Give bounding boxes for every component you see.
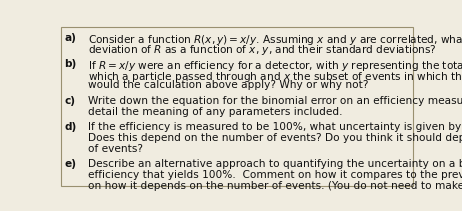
Text: If $R = x/y$ were an efficiency for a detector, with $y$ representing the total : If $R = x/y$ were an efficiency for a de… [88, 59, 462, 73]
Text: Write down the equation for the binomial error on an efficiency measurement, exp: Write down the equation for the binomial… [88, 96, 462, 106]
Text: of events?: of events? [88, 144, 143, 154]
Text: on how it depends on the number of events. (You do not need to make a computatio: on how it depends on the number of event… [88, 181, 462, 191]
Text: which a particle passed through and $x$ the subset of events in which the detect: which a particle passed through and $x$ … [88, 70, 462, 84]
Text: a): a) [64, 33, 76, 43]
Text: Does this depend on the number of events? Do you think it should depend on the n: Does this depend on the number of events… [88, 133, 462, 143]
Text: c): c) [64, 96, 75, 106]
FancyBboxPatch shape [61, 27, 413, 187]
Text: d): d) [64, 122, 76, 132]
Text: b): b) [64, 59, 76, 69]
Text: If the efficiency is measured to be 100%, what uncertainty is given by the binom: If the efficiency is measured to be 100%… [88, 122, 462, 132]
Text: Consider a function $R(x, y) = x/y$. Assuming $x$ and $y$ are correlated, what i: Consider a function $R(x, y) = x/y$. Ass… [88, 33, 462, 47]
Text: Describe an alternative approach to quantifying the uncertainty on a binomial ca: Describe an alternative approach to quan… [88, 159, 462, 169]
Text: deviation of $R$ as a function of $x$, $y$, and their standard deviations?: deviation of $R$ as a function of $x$, $… [88, 43, 437, 57]
Text: e): e) [64, 159, 76, 169]
Text: would the calculation above apply? Why or why not?: would the calculation above apply? Why o… [88, 80, 369, 90]
Text: detail the meaning of any parameters included.: detail the meaning of any parameters inc… [88, 107, 343, 117]
Text: efficiency that yields 100%.  Comment on how it compares to the previous part, i: efficiency that yields 100%. Comment on … [88, 170, 462, 180]
